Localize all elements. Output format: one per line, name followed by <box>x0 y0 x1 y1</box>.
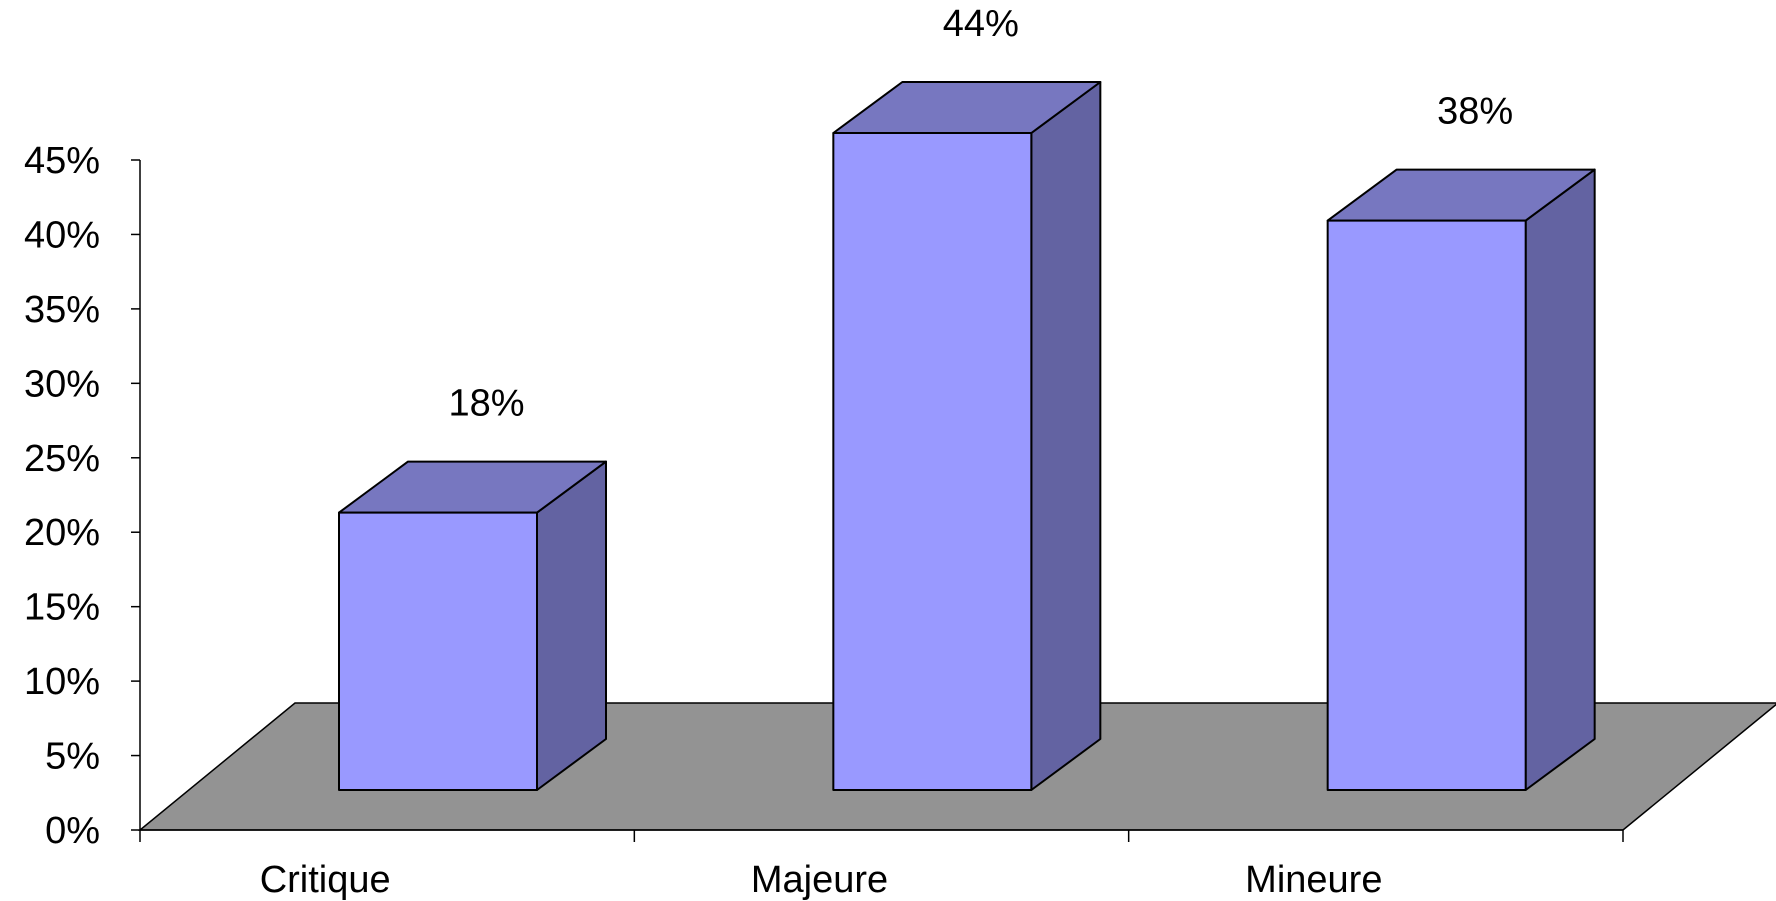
x-category-label: Critique <box>260 859 391 901</box>
data-label: 44% <box>943 3 1019 45</box>
bar-side-face <box>536 460 607 791</box>
data-label: 38% <box>1437 91 1513 133</box>
data-label: 18% <box>448 383 524 425</box>
bar-front-face <box>338 511 538 791</box>
y-tick-label: 30% <box>24 363 100 405</box>
bar-front-face <box>832 132 1033 791</box>
y-tick-label: 25% <box>24 438 100 480</box>
y-tick-label: 40% <box>24 214 100 256</box>
y-tick-label: 5% <box>45 736 100 778</box>
y-tick-label: 15% <box>24 587 100 629</box>
x-category-label: Mineure <box>1245 859 1382 901</box>
bar-front-face <box>1326 219 1527 792</box>
x-category-label: Majeure <box>751 859 888 901</box>
bar-majeure <box>832 81 1102 791</box>
bar-mineure <box>1326 168 1596 792</box>
bar-side-face <box>1030 81 1102 791</box>
y-tick-label: 45% <box>24 140 100 182</box>
y-tick-label: 20% <box>24 512 100 554</box>
y-tick-label: 0% <box>45 810 100 852</box>
y-tick-label: 35% <box>24 289 100 331</box>
y-tick-label: 10% <box>24 661 100 703</box>
bar-side-face <box>1524 168 1596 791</box>
bar-critique <box>338 460 607 791</box>
